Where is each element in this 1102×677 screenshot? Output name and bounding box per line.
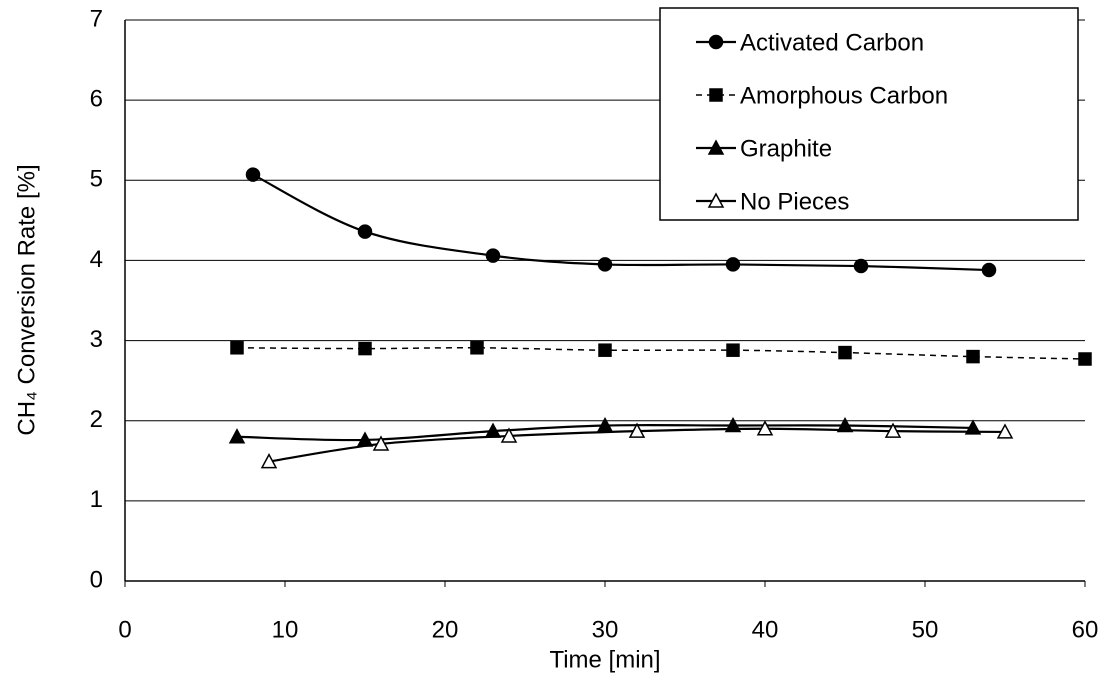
point	[707, 139, 725, 155]
point	[358, 341, 372, 356]
point	[709, 88, 723, 102]
y-tick-label: 2	[90, 406, 103, 433]
x-tick-label: 30	[592, 616, 619, 643]
point	[470, 341, 484, 355]
point	[357, 224, 373, 239]
point	[756, 420, 774, 436]
y-tick-label: 3	[90, 326, 103, 353]
point	[245, 167, 261, 182]
point	[707, 192, 725, 208]
point	[996, 423, 1014, 439]
point	[725, 257, 741, 272]
point	[228, 428, 246, 444]
legend-box	[659, 7, 1079, 221]
x-tick-label: 60	[1072, 616, 1099, 643]
point	[500, 427, 518, 443]
point	[853, 258, 869, 274]
point	[966, 349, 980, 364]
legend-label: Graphite	[740, 135, 832, 162]
point	[628, 422, 646, 438]
point	[597, 257, 613, 272]
legend-label: Amorphous Carbon	[740, 82, 948, 109]
y-tick-label: 5	[90, 166, 103, 193]
legend-label: No Pieces	[740, 188, 849, 215]
y-tick-label: 0	[90, 566, 103, 593]
legend-label: Activated Carbon	[740, 29, 924, 56]
x-tick-label: 40	[752, 616, 779, 643]
legend: Activated Carbon Amorphous Carbon Graphite…	[659, 7, 1079, 221]
x-tick-label: 10	[272, 616, 299, 643]
point	[884, 422, 902, 438]
x-tick-label: 50	[912, 616, 939, 643]
point	[260, 453, 278, 469]
point	[372, 435, 390, 451]
point	[708, 34, 724, 50]
x-tick-label: 0	[118, 616, 131, 643]
x-axis-label: Time [min]	[549, 646, 660, 673]
y-tick-label: 7	[90, 5, 103, 32]
point	[836, 416, 854, 433]
point	[726, 343, 740, 357]
y-tick-label: 6	[90, 85, 103, 112]
series-line	[236, 346, 1086, 360]
point	[230, 341, 244, 355]
point	[598, 343, 612, 357]
point	[838, 345, 852, 360]
y-axis-label: CH₄ Conversion Rate [%]	[13, 164, 40, 435]
y-tick-label: 1	[90, 486, 103, 513]
point	[981, 262, 997, 278]
point	[1078, 352, 1092, 366]
y-tick-label: 4	[90, 246, 103, 273]
x-tick-label: 20	[432, 616, 459, 643]
point	[485, 248, 501, 263]
